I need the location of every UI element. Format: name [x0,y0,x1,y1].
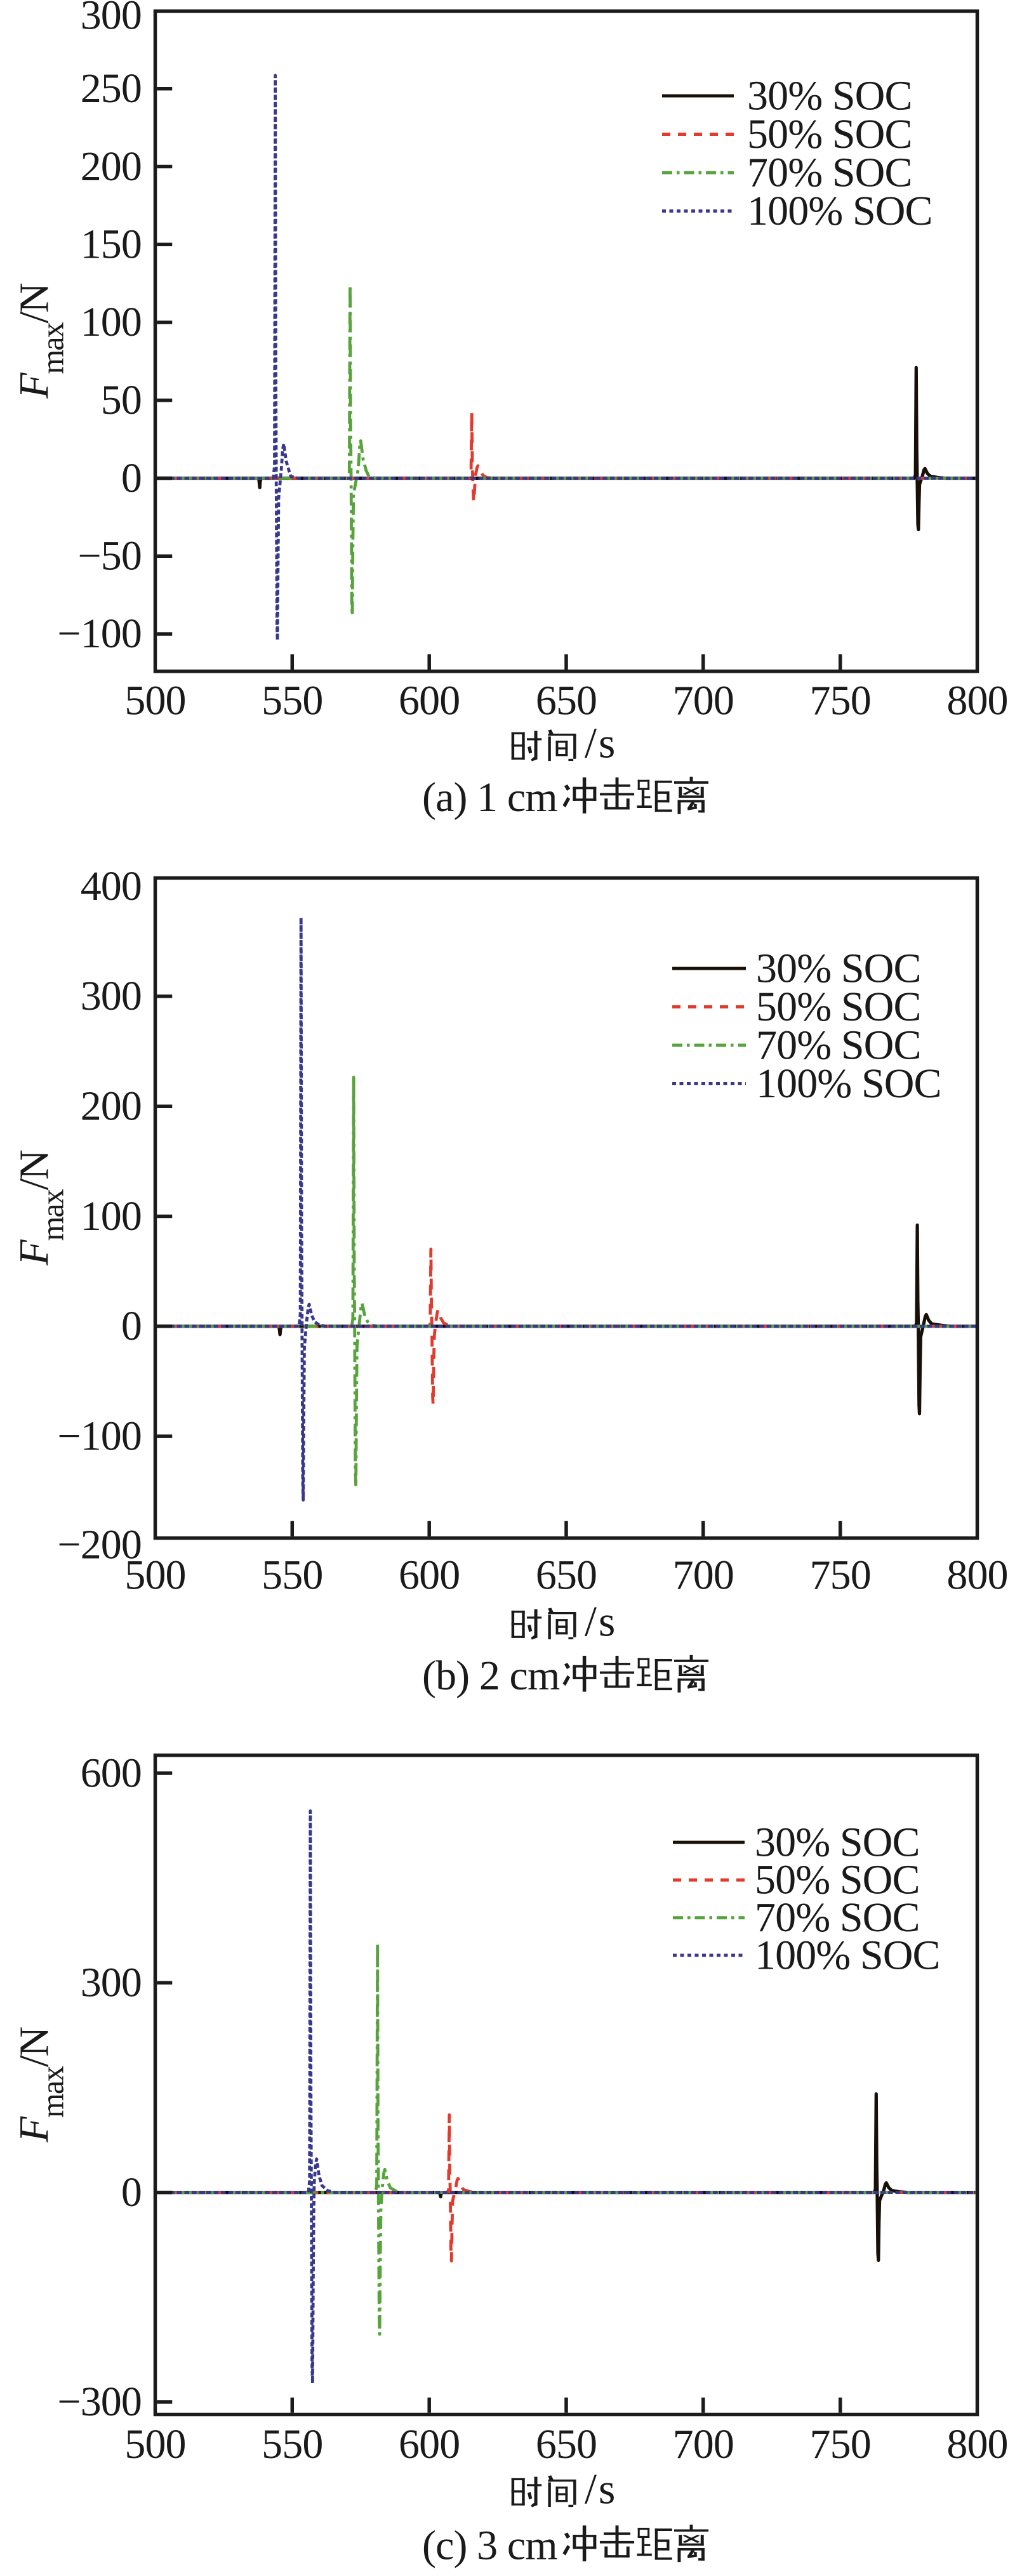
svg-text:100: 100 [81,299,142,345]
svg-text:30% SOC: 30% SOC [755,1819,920,1865]
svg-text:700: 700 [673,2421,734,2467]
svg-text:650: 650 [536,678,597,724]
svg-text:250: 250 [81,65,142,112]
svg-text:/s: /s [585,1597,617,1645]
svg-text:600: 600 [399,1552,460,1599]
svg-text:70% SOC: 70% SOC [747,149,912,195]
svg-text:650: 650 [536,2421,597,2467]
svg-text:500: 500 [124,678,185,724]
svg-text:800: 800 [946,678,1007,724]
svg-text:200: 200 [81,1083,142,1130]
svg-text:750: 750 [810,1552,871,1599]
svg-text:100% SOC: 100% SOC [756,1060,941,1107]
svg-text:Fmax/N: Fmax/N [11,283,70,399]
svg-text:70% SOC: 70% SOC [755,1894,920,1941]
svg-text:150: 150 [81,221,142,268]
svg-text:30% SOC: 30% SOC [756,945,921,991]
svg-text:550: 550 [262,678,322,724]
svg-text:800: 800 [946,1552,1007,1599]
svg-text:300: 300 [81,1960,142,2006]
svg-text:Fmax/N: Fmax/N [11,2027,70,2143]
svg-text:50: 50 [101,377,142,423]
svg-text:700: 700 [673,1552,734,1599]
svg-text:600: 600 [399,678,460,724]
svg-text:300: 300 [81,0,142,39]
svg-text:0: 0 [121,2169,142,2216]
svg-text:30% SOC: 30% SOC [747,72,912,119]
svg-text:−100: −100 [57,611,142,657]
svg-text:750: 750 [810,2421,871,2467]
svg-text:50% SOC: 50% SOC [755,1857,920,1903]
svg-text:Fmax/N: Fmax/N [11,1150,70,1266]
svg-text:100% SOC: 100% SOC [755,1932,940,1978]
svg-text:600: 600 [399,2421,460,2467]
svg-text:500: 500 [124,1552,185,1599]
svg-text:600: 600 [81,1750,142,1796]
svg-text:−300: −300 [57,2379,142,2425]
svg-text:(c) 3 cm: (c) 3 cm [422,2522,557,2568]
svg-text:650: 650 [536,1552,597,1599]
svg-text:800: 800 [946,2421,1007,2467]
svg-text:−200: −200 [57,1521,142,1568]
svg-text:50% SOC: 50% SOC [747,111,912,157]
svg-text:0: 0 [121,455,142,501]
svg-text:70% SOC: 70% SOC [756,1022,921,1068]
svg-text:200: 200 [81,143,142,190]
svg-text:/s: /s [585,2464,617,2513]
svg-text:100: 100 [81,1193,142,1239]
svg-text:100% SOC: 100% SOC [747,188,932,234]
svg-text:750: 750 [810,678,871,724]
svg-text:700: 700 [673,678,734,724]
svg-text:(b) 2 cm: (b) 2 cm [422,1653,560,1699]
svg-text:550: 550 [262,2421,322,2467]
svg-text:0: 0 [121,1303,142,1349]
svg-text:500: 500 [124,2421,185,2467]
svg-text:50% SOC: 50% SOC [756,984,921,1030]
svg-text:550: 550 [262,1552,322,1599]
svg-text:−100: −100 [57,1413,142,1459]
svg-text:300: 300 [81,973,142,1019]
svg-text:/s: /s [585,718,617,767]
svg-text:−50: −50 [77,533,142,579]
svg-text:400: 400 [81,863,142,909]
svg-text:(a) 1 cm: (a) 1 cm [422,774,557,821]
